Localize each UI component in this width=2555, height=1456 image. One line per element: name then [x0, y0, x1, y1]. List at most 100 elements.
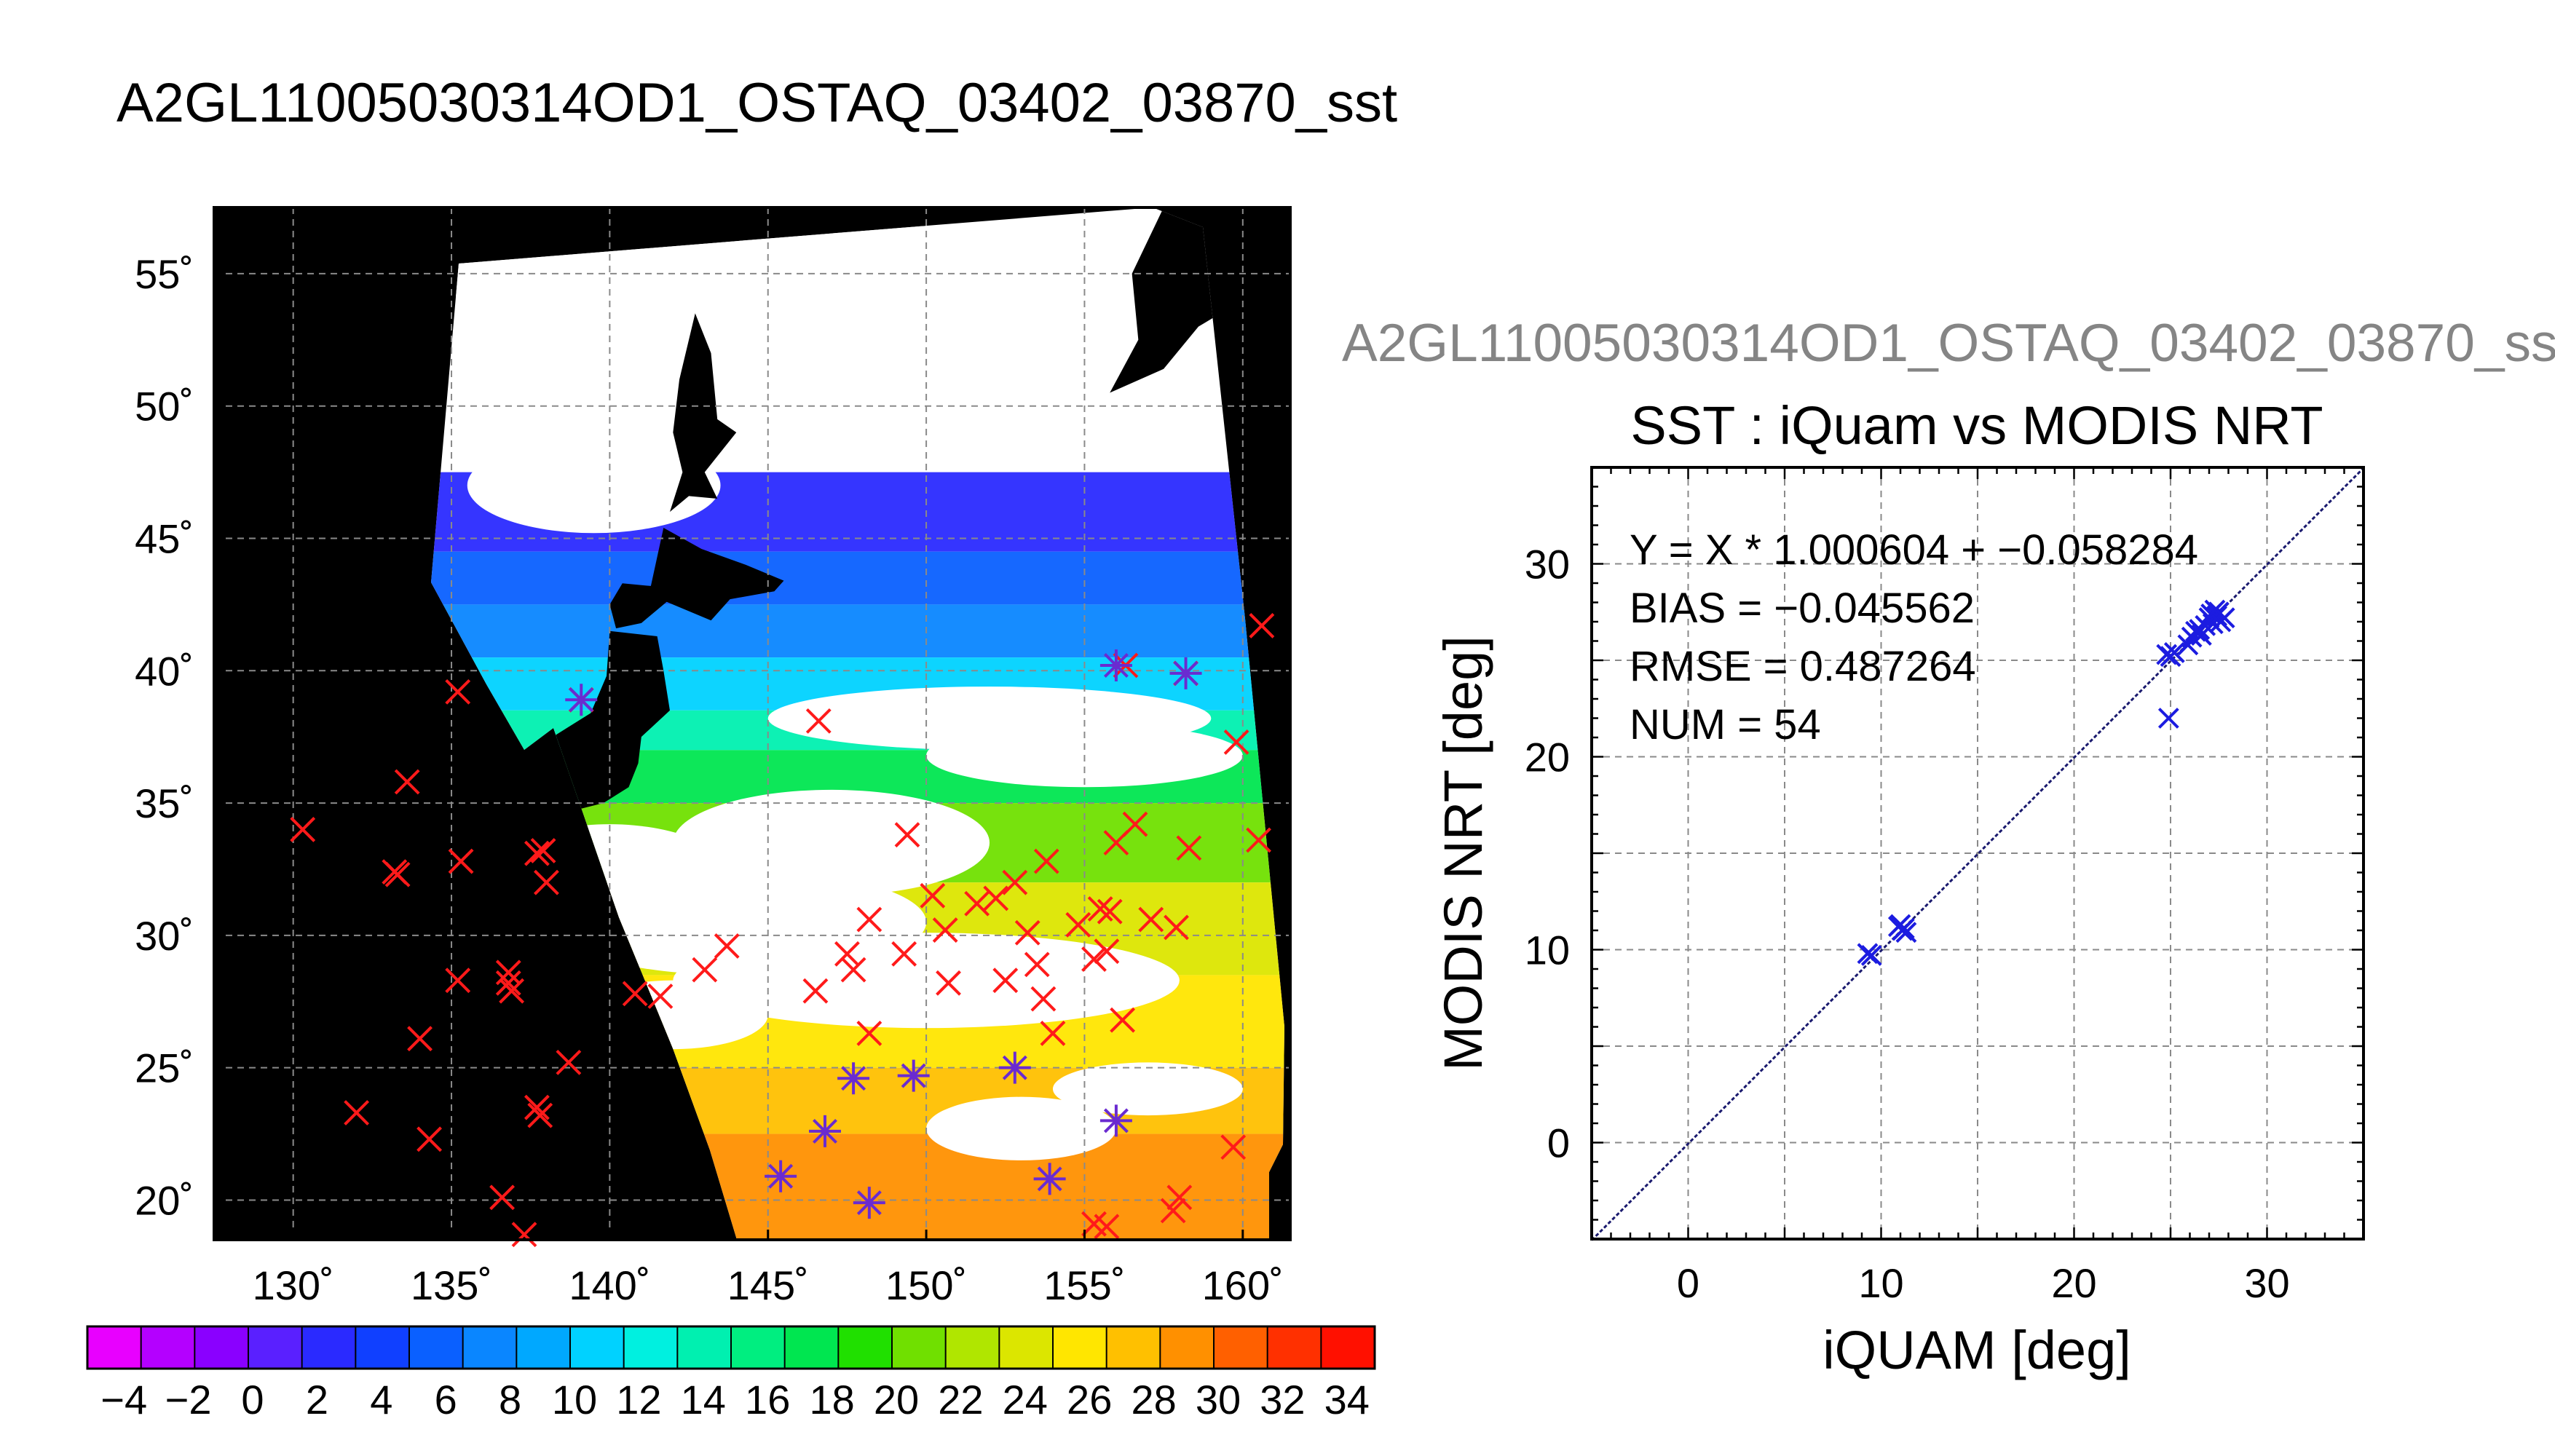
- map-marker-x-stroke: [983, 885, 1009, 911]
- y-tick-label: 50˚: [135, 384, 194, 430]
- map-marker-x-stroke: [534, 869, 559, 895]
- map-marker-x: [524, 840, 550, 866]
- map-marker-x-stroke: [1081, 1211, 1107, 1237]
- scatter-marker-x-stroke: [2163, 641, 2185, 663]
- map-marker-x-stroke: [1094, 938, 1120, 965]
- y-axis-label: MODIS NRT [deg]: [1433, 636, 1493, 1071]
- map-marker-asterisk: [1169, 657, 1202, 689]
- map-marker-x-stroke: [1033, 848, 1059, 874]
- colorbar-frame: [86, 1325, 1376, 1370]
- map-marker-asterisk: [565, 684, 598, 716]
- scatter-axes: 0 10 20 30 0 10 20 30: [1525, 466, 2365, 1306]
- map-marker-x: [495, 970, 521, 996]
- colorbar-tick-label: −2: [165, 1377, 212, 1423]
- map-frame: [213, 206, 1292, 1241]
- y-tick-label: 45˚: [135, 515, 194, 561]
- map-marker-x-stroke: [290, 817, 316, 842]
- map-marker-x-stroke: [524, 1094, 550, 1120]
- colorbar-swatch: [892, 1326, 947, 1369]
- map-marker-x-stroke: [1087, 896, 1113, 922]
- scatter-marker-x-stroke: [1860, 945, 1882, 966]
- y-tick-label: 25˚: [135, 1045, 194, 1091]
- colorbar-tick-label: 34: [1324, 1377, 1370, 1423]
- map-marker-x-stroke: [556, 1049, 582, 1075]
- cloud-patch: [467, 438, 721, 534]
- map-marker-x: [714, 933, 740, 959]
- colorbar-swatch: [1053, 1326, 1107, 1369]
- map-marker-x-stroke: [1040, 1020, 1066, 1046]
- map-marker-asterisk-stroke: [1103, 1108, 1129, 1133]
- map-marker-asterisk-stroke: [569, 687, 594, 713]
- map-marker-x-stroke: [489, 1184, 515, 1211]
- map-marker-x: [416, 1126, 443, 1152]
- map-marker-x: [394, 769, 420, 795]
- stats-annotations: Y = X * 1.000604 + −0.058284 BIAS = −0.04…: [1630, 526, 2198, 748]
- map-markers: [290, 613, 1275, 1248]
- colorbar-tick-label: 20: [874, 1377, 919, 1423]
- map-marker-x: [530, 838, 556, 863]
- map-marker-x: [1122, 811, 1148, 837]
- colorbar-swatch: [677, 1326, 732, 1369]
- map-marker-x-stroke: [1014, 919, 1040, 946]
- cloud-patch: [673, 789, 990, 896]
- map-marker-x-stroke: [714, 933, 740, 959]
- map-marker-x: [1002, 869, 1028, 895]
- colorbar-swatch: [731, 1326, 786, 1369]
- map-marker-x: [894, 822, 920, 848]
- map-marker-x-stroke: [647, 984, 674, 1009]
- map-marker-x-stroke: [1110, 1007, 1136, 1033]
- map-marker-asterisk-stroke: [1037, 1166, 1062, 1192]
- map-marker-x: [802, 978, 829, 1004]
- colorbar-tick-label: 12: [616, 1377, 661, 1423]
- map-marker-asterisk-stroke: [1173, 660, 1198, 686]
- colorbar-tick-label: 6: [435, 1377, 457, 1423]
- map-marker-x-stroke: [840, 957, 866, 983]
- colorbar-swatch: [87, 1326, 142, 1369]
- map-marker-x-stroke: [445, 968, 471, 994]
- colorbar-tick-label: 26: [1067, 1377, 1112, 1423]
- y-tick-label: 20˚: [135, 1177, 194, 1223]
- map-marker-x-stroke: [1246, 827, 1271, 853]
- map-marker-x-stroke: [805, 708, 832, 734]
- colorbar-tick-label: 2: [306, 1377, 328, 1423]
- map-marker-x-stroke: [1138, 906, 1164, 933]
- map-marker-x-stroke: [1094, 1214, 1120, 1240]
- land-honshu: [431, 630, 670, 901]
- map-marker-x: [344, 1100, 370, 1125]
- map-marker-x-stroke: [1081, 946, 1107, 973]
- map-marker-x: [527, 1102, 553, 1128]
- map-marker-x: [1164, 914, 1189, 941]
- colorbar-swatch: [570, 1326, 625, 1369]
- map-marker-asterisk: [998, 1051, 1031, 1084]
- colorbar-swatch: [1321, 1326, 1375, 1369]
- map-marker-x: [445, 678, 471, 705]
- y-tick-label: 30˚: [135, 913, 194, 959]
- map-marker-x-stroke: [1002, 869, 1028, 895]
- map-marker-x: [1065, 911, 1091, 938]
- colorbar-swatch: [623, 1326, 678, 1369]
- stat-annotation: NUM = 54: [1630, 701, 1821, 748]
- map-marker-x-stroke: [894, 822, 920, 848]
- colorbar-swatch: [1106, 1326, 1161, 1369]
- map-marker-x: [920, 882, 946, 909]
- colorbar-swatch: [1267, 1326, 1322, 1369]
- map-marker-x-stroke: [445, 678, 471, 705]
- map-marker-x: [805, 708, 832, 734]
- colorbar-tick-label: 18: [809, 1377, 854, 1423]
- colorbar: −4 −2 0 2 4 6 8 10 12 14 16 18 20 22 24 26 28 30 32 34: [86, 1325, 1376, 1423]
- map-marker-x: [1220, 1134, 1247, 1160]
- colorbar-tick-label: 30: [1196, 1377, 1241, 1423]
- map-marker-x-stroke: [448, 848, 474, 874]
- map-marker-x: [647, 984, 674, 1009]
- stat-annotation: Y = X * 1.000604 + −0.058284: [1630, 526, 2198, 574]
- map-marker-x-stroke: [856, 906, 882, 933]
- map-marker-x: [840, 957, 866, 983]
- scatter-x-tick-label: 0: [1677, 1260, 1699, 1306]
- colorbar-swatch: [194, 1326, 249, 1369]
- map-marker-asterisk-stroke: [901, 1063, 926, 1088]
- map-marker-x: [290, 817, 316, 842]
- colorbar-swatch: [838, 1326, 893, 1369]
- map-marker-x: [499, 978, 525, 1004]
- colorbar-swatch: [462, 1326, 517, 1369]
